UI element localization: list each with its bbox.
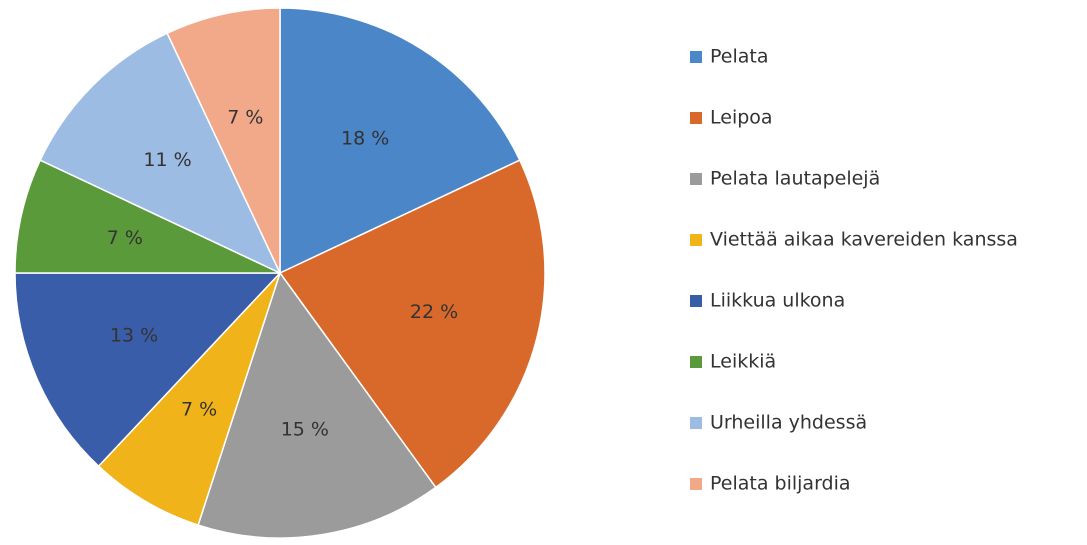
legend-label: Pelata lautapelejä bbox=[710, 168, 880, 190]
legend-swatch bbox=[690, 417, 702, 429]
legend-label: Leikkiä bbox=[710, 351, 776, 373]
pie-slice bbox=[14, 159, 281, 274]
legend-swatch bbox=[690, 234, 702, 246]
slice-label: 18 % bbox=[341, 127, 389, 149]
legend-label: Viettää aikaa kavereiden kanssa bbox=[710, 229, 1018, 251]
slice-label: 11 % bbox=[143, 149, 191, 171]
pie-slice bbox=[197, 271, 437, 539]
slice-label: 7 % bbox=[107, 227, 143, 249]
pie-slice bbox=[166, 7, 281, 274]
legend-swatch bbox=[690, 295, 702, 307]
slice-label: 15 % bbox=[281, 419, 329, 441]
pie-slice bbox=[39, 32, 282, 275]
legend-label: Urheilla yhdessä bbox=[710, 412, 867, 434]
pie-slice bbox=[278, 159, 546, 489]
slice-label: 7 % bbox=[181, 398, 217, 420]
legend-label: Leipoa bbox=[710, 107, 773, 129]
legend-label: Pelata biljardia bbox=[710, 473, 851, 495]
slice-label: 7 % bbox=[227, 106, 263, 128]
legend-swatch bbox=[690, 51, 702, 63]
legend-label: Pelata bbox=[710, 46, 768, 68]
legend-label: Liikkua ulkona bbox=[710, 290, 845, 312]
pie-slice bbox=[14, 272, 282, 468]
legend-swatch bbox=[690, 478, 702, 490]
legend-swatch bbox=[690, 112, 702, 124]
slice-label: 13 % bbox=[110, 325, 158, 347]
slice-label: 22 % bbox=[410, 301, 458, 323]
legend-swatch bbox=[690, 356, 702, 368]
pie-slice bbox=[97, 272, 281, 526]
pie-slice bbox=[279, 7, 521, 275]
legend-swatch bbox=[690, 173, 702, 185]
